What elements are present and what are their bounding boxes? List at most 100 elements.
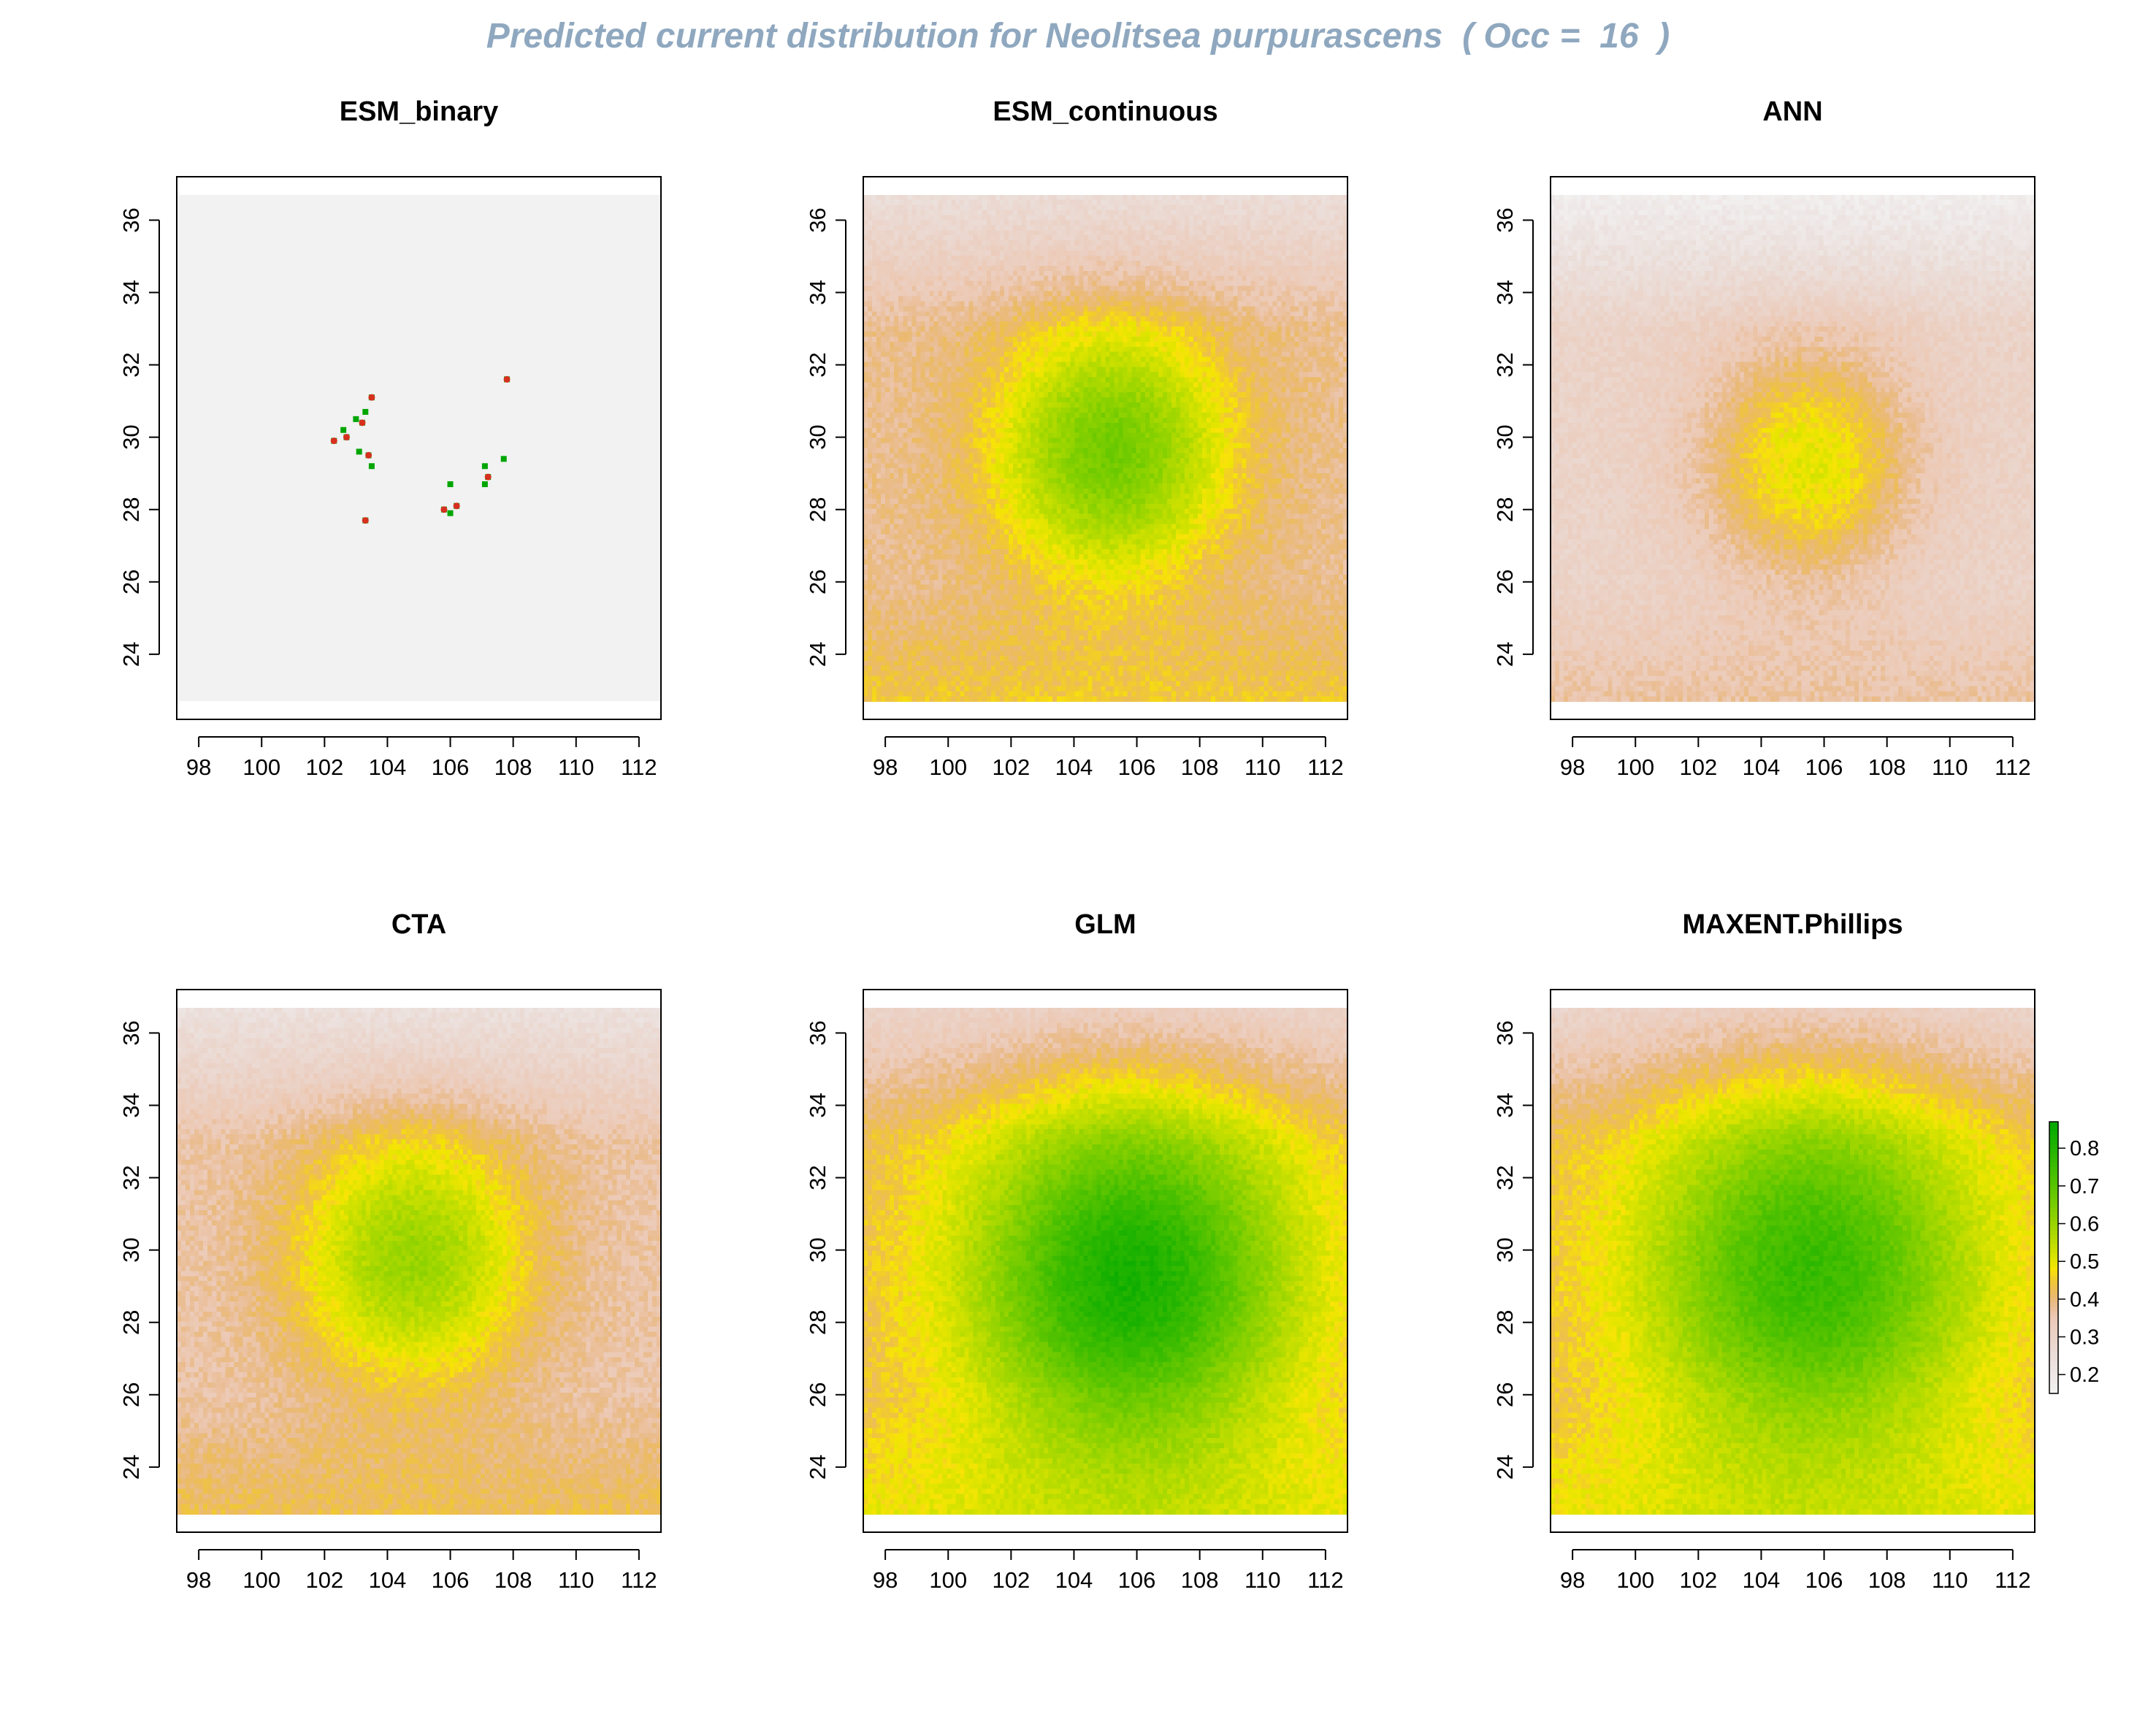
x-tick-label: 108 — [1868, 1567, 1906, 1593]
panel-title: CTA — [391, 909, 446, 940]
y-tick-label: 24 — [805, 642, 830, 667]
x-tick-label: 102 — [1679, 754, 1717, 780]
x-tick-label: 106 — [432, 1567, 470, 1593]
x-tick-label: 98 — [1560, 1567, 1585, 1593]
y-tick-label: 28 — [1492, 497, 1518, 521]
legend-tick-label: 0.5 — [2070, 1250, 2099, 1274]
y-tick-label: 24 — [1492, 642, 1518, 667]
occurrence-cell — [353, 416, 359, 422]
x-tick-label: 100 — [242, 754, 280, 780]
y-tick-label: 32 — [805, 352, 830, 377]
raster-layer — [177, 1008, 662, 1515]
y-tick-label: 30 — [118, 1237, 144, 1262]
x-tick-label: 108 — [494, 1567, 532, 1593]
x-tick-label: 100 — [242, 1567, 280, 1593]
x-tick-label: 104 — [1055, 754, 1093, 780]
y-tick-label: 34 — [805, 1093, 830, 1117]
y-tick-label: 34 — [805, 280, 830, 305]
x-tick-label: 104 — [369, 1567, 407, 1593]
x-tick-label: 98 — [1560, 754, 1585, 780]
x-tick-label: 104 — [369, 754, 407, 780]
x-tick-label: 104 — [1055, 1567, 1093, 1593]
y-tick-label: 28 — [118, 1309, 144, 1334]
x-tick-label: 102 — [1679, 1567, 1717, 1593]
x-tick-label: 98 — [873, 754, 898, 780]
x-tick-label: 98 — [186, 754, 211, 780]
occurrence-point — [343, 434, 350, 440]
y-tick-label: 36 — [1492, 1020, 1518, 1045]
raster-layer — [1551, 1008, 2035, 1515]
y-tick-label: 26 — [118, 570, 144, 594]
x-tick-label: 110 — [1932, 1567, 1968, 1593]
legend-tick-label: 0.7 — [2070, 1175, 2099, 1198]
y-tick-label: 32 — [1492, 352, 1518, 377]
legend-tick-label: 0.3 — [2070, 1326, 2099, 1350]
occurrence-point — [440, 506, 447, 513]
occurrence-point — [362, 517, 369, 524]
y-tick-label: 28 — [805, 1309, 830, 1334]
occurrence-cell — [501, 456, 507, 462]
x-tick-label: 104 — [1743, 1567, 1781, 1593]
x-tick-label: 110 — [1245, 754, 1280, 780]
binary-background-raster — [177, 195, 661, 701]
y-tick-label: 32 — [1492, 1165, 1518, 1190]
panel-title: ESM_binary — [340, 96, 499, 127]
legend-tick-label: 0.8 — [2070, 1137, 2099, 1160]
x-tick-label: 106 — [432, 754, 470, 780]
y-tick-label: 36 — [118, 1020, 144, 1045]
occurrence-cell — [448, 481, 454, 487]
color-legend: 0.20.30.40.50.60.70.8 — [2049, 1122, 2099, 1394]
occurrence-point — [359, 419, 366, 426]
y-tick-label: 26 — [1492, 570, 1518, 594]
x-tick-label: 106 — [1805, 754, 1843, 780]
occurrence-cell — [340, 427, 346, 433]
y-tick-label: 26 — [805, 1382, 830, 1407]
y-tick-label: 34 — [118, 1093, 144, 1117]
occurrence-point — [365, 452, 372, 459]
x-tick-label: 110 — [1245, 1567, 1280, 1593]
panel-title: MAXENT.Phillips — [1683, 909, 1903, 940]
occurrence-cell — [356, 448, 362, 454]
y-tick-label: 24 — [1492, 1455, 1518, 1480]
x-tick-label: 100 — [929, 754, 967, 780]
occurrence-point — [331, 437, 337, 444]
y-tick-label: 36 — [805, 207, 830, 232]
x-tick-label: 102 — [305, 754, 343, 780]
x-tick-label: 106 — [1118, 754, 1156, 780]
x-tick-label: 108 — [494, 754, 532, 780]
x-tick-label: 110 — [1932, 754, 1968, 780]
legend-tick-label: 0.6 — [2070, 1213, 2099, 1236]
y-tick-label: 32 — [118, 352, 144, 377]
occurrence-cell — [369, 463, 375, 469]
occurrence-cell — [448, 510, 454, 516]
x-tick-label: 100 — [1616, 1567, 1654, 1593]
y-tick-label: 28 — [1492, 1309, 1518, 1334]
y-tick-label: 26 — [805, 570, 830, 594]
raster-layer — [863, 1008, 1348, 1515]
y-tick-label: 24 — [118, 642, 144, 667]
x-tick-label: 110 — [558, 1567, 594, 1593]
occurrence-point — [368, 394, 375, 401]
y-tick-label: 30 — [1492, 424, 1518, 449]
x-tick-label: 102 — [992, 1567, 1030, 1593]
legend-tick-label: 0.4 — [2070, 1288, 2099, 1312]
occurrence-point — [504, 376, 511, 383]
raster-layer — [177, 195, 661, 701]
y-tick-label: 36 — [1492, 207, 1518, 232]
occurrence-point — [485, 474, 492, 481]
y-tick-label: 26 — [1492, 1382, 1518, 1407]
x-tick-label: 112 — [1995, 754, 2030, 780]
x-tick-label: 108 — [1181, 1567, 1219, 1593]
x-tick-label: 106 — [1805, 1567, 1843, 1593]
panel-title: ANN — [1762, 96, 1822, 127]
x-tick-label: 106 — [1118, 1567, 1156, 1593]
x-tick-label: 112 — [1995, 1567, 2030, 1593]
x-tick-label: 112 — [621, 1567, 657, 1593]
y-tick-label: 30 — [1492, 1237, 1518, 1262]
y-tick-label: 36 — [805, 1020, 830, 1045]
